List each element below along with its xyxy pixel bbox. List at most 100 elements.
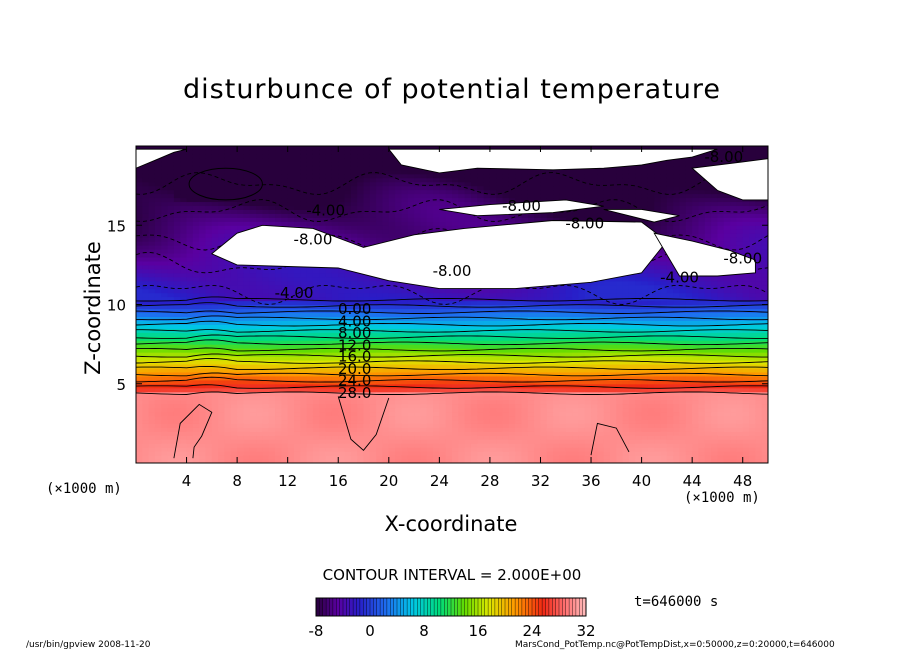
field-cell	[369, 276, 377, 282]
field-cell	[344, 177, 352, 183]
field-cell	[414, 201, 421, 207]
field-cell	[464, 320, 472, 325]
field-cell	[300, 312, 308, 317]
field-cell	[173, 312, 181, 317]
field-cell	[249, 344, 257, 349]
field-cell	[331, 336, 339, 341]
field-cell	[154, 320, 162, 325]
field-cell	[306, 427, 314, 432]
field-cell	[312, 399, 320, 405]
field-cell	[161, 312, 169, 317]
field-cell	[186, 435, 194, 440]
field-cell	[521, 292, 529, 298]
field-cell	[344, 217, 352, 222]
field-cell	[192, 443, 200, 448]
field-cell	[489, 185, 497, 191]
field-cell	[136, 245, 143, 250]
field-cell	[407, 363, 415, 369]
field-cell	[464, 459, 472, 463]
field-cell	[192, 225, 200, 230]
field-cell	[363, 146, 371, 151]
field-cell	[249, 423, 257, 428]
field-cell	[401, 387, 409, 393]
field-cell	[243, 391, 251, 397]
field-cell	[433, 443, 440, 448]
field-cell	[224, 300, 232, 306]
field-cell	[211, 304, 219, 310]
field-cell	[414, 395, 421, 401]
field-cell	[363, 193, 371, 199]
field-cell	[521, 146, 529, 151]
field-cell	[363, 387, 371, 393]
field-cell	[230, 146, 238, 151]
field-cell	[294, 344, 301, 349]
field-cell	[407, 356, 415, 361]
field-cell	[136, 395, 143, 401]
field-cell	[287, 324, 295, 329]
field-cell	[186, 233, 194, 238]
field-cell	[300, 451, 308, 456]
field-cell	[224, 399, 232, 405]
field-cell	[211, 241, 219, 246]
field-cell	[300, 407, 308, 413]
field-cell	[331, 193, 339, 199]
field-cell	[331, 292, 339, 298]
field-cell	[136, 419, 143, 424]
field-cell	[464, 367, 472, 373]
field-cell	[186, 300, 194, 306]
field-cell	[136, 241, 143, 246]
field-cell	[249, 292, 257, 298]
field-cell	[369, 415, 377, 421]
field-cell	[192, 146, 200, 151]
field-cell	[350, 280, 358, 286]
field-cell	[136, 252, 143, 258]
field-cell	[515, 439, 523, 444]
field-cell	[136, 340, 143, 345]
field-cell	[376, 149, 384, 155]
field-cell	[287, 300, 295, 306]
field-cell	[300, 201, 308, 207]
field-cell	[350, 451, 358, 456]
field-cell	[312, 284, 320, 290]
field-cell	[243, 264, 251, 270]
field-cell	[319, 459, 327, 463]
field-cell	[458, 312, 466, 317]
field-cell	[464, 375, 472, 381]
field-cell	[142, 451, 150, 456]
field-cell	[237, 225, 245, 230]
field-cell	[401, 292, 409, 298]
field-cell	[243, 173, 251, 179]
field-cell	[199, 356, 207, 361]
field-cell	[496, 371, 504, 377]
field-cell	[388, 371, 396, 377]
field-cell	[508, 455, 516, 460]
field-cell	[224, 391, 232, 397]
field-cell	[205, 336, 213, 341]
field-cell	[382, 146, 390, 151]
field-cell	[344, 363, 352, 369]
field-cell	[496, 213, 504, 218]
field-cell	[243, 153, 251, 159]
field-cell	[268, 201, 276, 207]
field-cell	[294, 443, 301, 448]
field-cell	[268, 363, 276, 369]
field-cell	[319, 181, 327, 187]
field-cell	[161, 161, 169, 167]
field-cell	[477, 423, 485, 428]
field-cell	[268, 272, 276, 278]
field-cell	[483, 217, 491, 222]
field-cell	[256, 320, 263, 325]
field-cell	[319, 427, 327, 432]
field-cell	[281, 205, 289, 210]
field-cell	[237, 153, 245, 159]
field-cell	[357, 455, 365, 460]
field-cell	[211, 312, 219, 317]
field-cell	[483, 383, 491, 389]
field-cell	[306, 284, 314, 290]
field-cell	[477, 173, 485, 179]
field-cell	[350, 241, 358, 246]
field-cell	[173, 411, 181, 417]
field-cell	[407, 284, 415, 290]
field-cell	[357, 221, 365, 226]
field-cell	[268, 383, 276, 389]
